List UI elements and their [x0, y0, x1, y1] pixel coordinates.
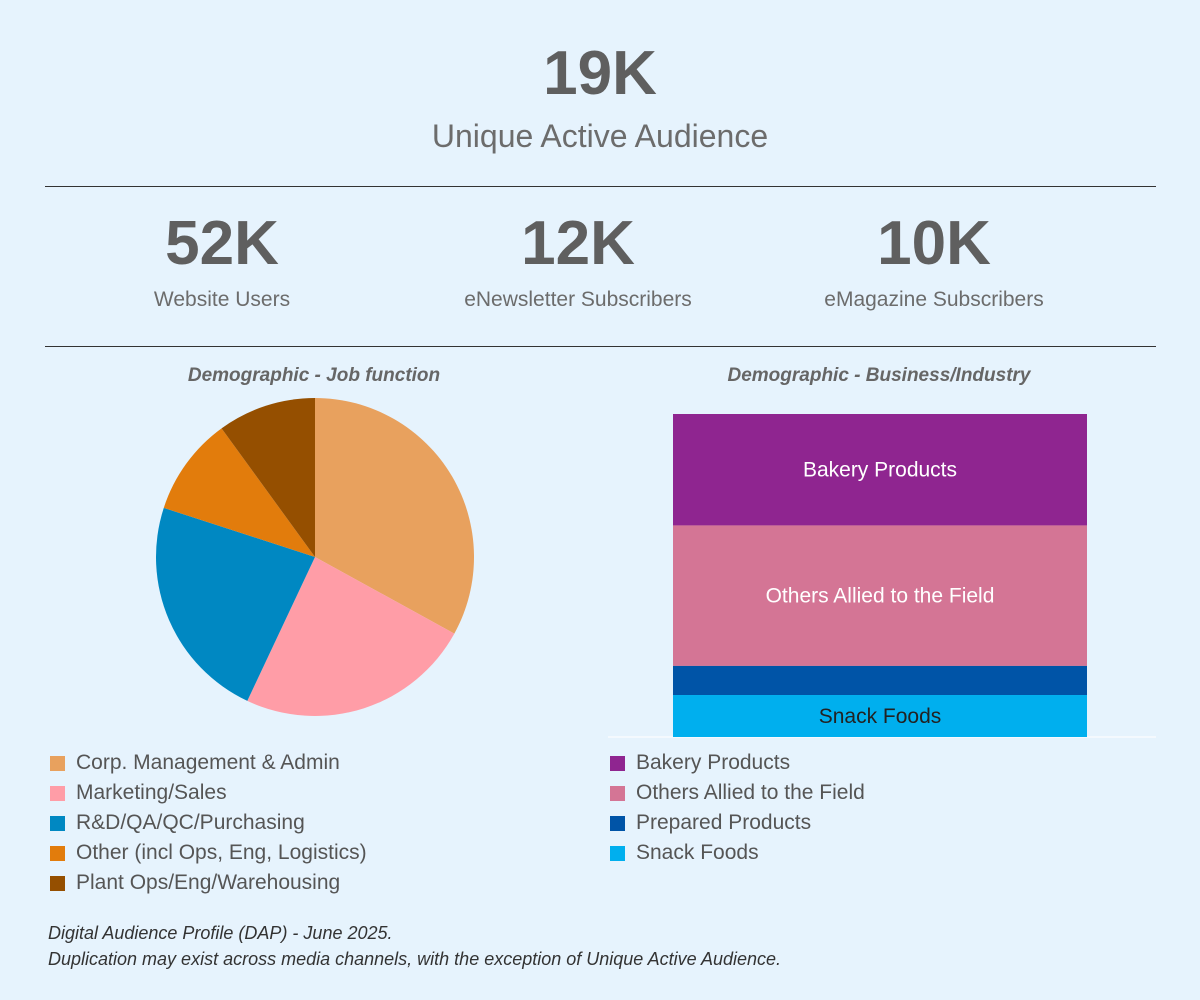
unique-active-audience-value: 19K — [543, 39, 657, 108]
legend-item-r-d-qa-qc-purchasing: R&D/QA/QC/Purchasing — [50, 808, 367, 838]
legend-item-others-allied-to-the-field: Others Allied to the Field — [610, 778, 865, 808]
pie-slice-plant-ops-eng-warehousing — [221, 398, 315, 557]
business-industry-chart-title: Demographic - Business/Industry — [727, 365, 1031, 386]
legend-swatch — [50, 755, 65, 771]
kpi-label: Website Users — [153, 288, 291, 311]
legend-item-corp-management-admin: Corp. Management & Admin — [50, 748, 367, 778]
legend-label: Bakery Products — [636, 751, 791, 774]
legend-swatch — [610, 845, 625, 861]
legend-label: Snack Foods — [636, 841, 759, 864]
kpi-emagazine-subscribers: 10K eMagazine Subscribers — [754, 208, 1114, 314]
pie-slice-corp-management-admin — [315, 398, 474, 634]
bar-label-bakery-products: Bakery Products — [803, 459, 957, 482]
bar-label-snack-foods: Snack Foods — [819, 705, 942, 728]
legend-item-prepared-products: Prepared Products — [610, 808, 865, 838]
legend-swatch — [610, 755, 625, 771]
business-industry-stacked-bar: Bakery Products Others Allied to the Fiel… — [608, 414, 1156, 738]
divider-top — [45, 186, 1156, 187]
bar-segment-bakery-products — [673, 414, 1087, 526]
legend-swatch — [610, 785, 625, 801]
kpi-label: eNewsletter Subscribers — [464, 288, 692, 311]
pie-slice-other-incl-ops-eng-logistics — [163, 428, 315, 557]
job-function-chart-title: Demographic - Job function — [187, 365, 441, 386]
legend-label: Other (incl Ops, Eng, Logistics) — [76, 841, 367, 864]
legend-item-marketing-sales: Marketing/Sales — [50, 778, 367, 808]
job-function-legend: Corp. Management & Admin Marketing/Sales R… — [50, 748, 367, 898]
business-industry-legend: Bakery Products Others Allied to the Fiel… — [610, 748, 865, 868]
legend-label: Plant Ops/Eng/Warehousing — [76, 871, 341, 894]
footnote-line-1: Digital Audience Profile (DAP) - June 20… — [48, 923, 393, 943]
legend-item-plant-ops-eng-warehousing: Plant Ops/Eng/Warehousing — [50, 868, 367, 898]
legend-item-snack-foods: Snack Foods — [610, 838, 865, 868]
footnote: Digital Audience Profile (DAP) - June 20… — [48, 920, 781, 972]
legend-item-other-incl-ops-eng-logistics: Other (incl Ops, Eng, Logistics) — [50, 838, 367, 868]
legend-swatch — [50, 785, 65, 801]
pie-slice-r-d-qa-qc-purchasing — [156, 507, 315, 701]
unique-active-audience-label: Unique Active Audience — [431, 118, 769, 154]
kpi-value: 12K — [521, 209, 635, 278]
bar-segment-prepared-products — [673, 665, 1087, 696]
legend-label: Others Allied to the Field — [636, 781, 865, 804]
kpi-value: 10K — [877, 209, 991, 278]
bar-segment-snack-foods — [673, 695, 1087, 737]
legend-swatch — [50, 815, 65, 831]
kpi-value: 52K — [165, 209, 279, 278]
bar-segment-others-allied-to-the-field — [673, 525, 1087, 666]
legend-label: Corp. Management & Admin — [76, 751, 340, 774]
legend-label: Marketing/Sales — [76, 781, 227, 804]
legend-swatch — [50, 875, 65, 891]
kpi-website-users: 52K Website Users — [42, 208, 402, 314]
legend-swatch — [50, 845, 65, 861]
kpi-enewsletter-subscribers: 12K eNewsletter Subscribers — [398, 208, 758, 314]
legend-label: Prepared Products — [636, 811, 812, 834]
kpi-label: eMagazine Subscribers — [824, 288, 1044, 311]
divider-middle — [45, 346, 1156, 347]
bar-label-others-allied-to-the-field: Others Allied to the Field — [766, 585, 995, 608]
legend-item-bakery-products: Bakery Products — [610, 748, 865, 778]
legend-label: R&D/QA/QC/Purchasing — [76, 811, 305, 834]
pie-slice-marketing-sales — [247, 557, 455, 716]
footnote-line-2: Duplication may exist across media chann… — [48, 949, 782, 969]
job-function-pie-chart — [156, 398, 474, 716]
legend-swatch — [610, 815, 625, 831]
